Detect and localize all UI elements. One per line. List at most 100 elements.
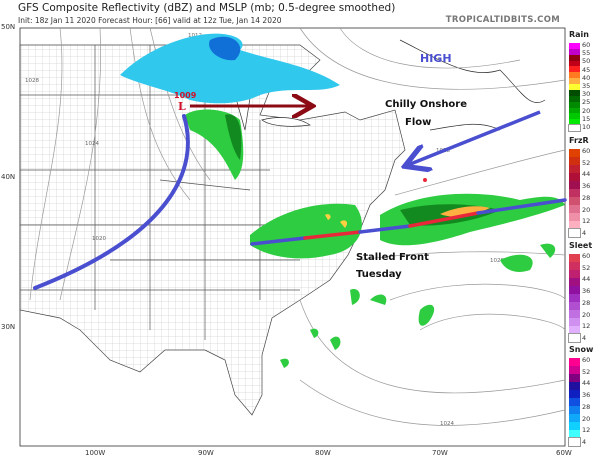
legend-tick-label: 52	[582, 263, 591, 272]
lon-label-80w: 80W	[315, 449, 331, 457]
legend-swatch	[569, 48, 580, 56]
legend-swatch	[569, 326, 580, 335]
lat-label-50n: 50N	[1, 23, 16, 31]
legend-swatch	[568, 124, 581, 133]
legend-swatch	[568, 227, 581, 239]
legend-tick-label: 4	[582, 229, 587, 237]
legend-swatch	[569, 422, 580, 431]
legend-tick-label: 52	[582, 367, 591, 376]
stalled-front-day: Tuesday	[356, 269, 402, 280]
legend-swatch	[569, 398, 580, 407]
low-pressure-value: 1009	[174, 91, 197, 100]
legend-tick-label: 4	[582, 438, 587, 446]
high-label: HIGH	[420, 52, 452, 65]
legend-tick-label: 44	[582, 170, 591, 179]
legend-swatch	[569, 78, 580, 85]
legend-tick-label: 12	[582, 322, 591, 331]
legend-tick-label: 60	[582, 41, 591, 49]
legend-tick-label: 60	[582, 147, 591, 155]
legend-swatch	[569, 213, 580, 222]
legend-swatch	[569, 374, 580, 383]
legend-swatch	[569, 107, 580, 114]
legend-swatch	[569, 113, 580, 120]
lon-label-90w: 90W	[198, 449, 214, 457]
map-title: GFS Composite Reflectivity (dBZ) and MSL…	[18, 2, 396, 14]
legend-swatch	[569, 173, 580, 182]
legend-tick-label: 28	[582, 402, 591, 411]
legend-swatch	[569, 262, 580, 271]
legend-swatch	[569, 205, 580, 214]
legend-tick-label: 40	[582, 73, 591, 82]
legend-tick-label: 45	[582, 65, 591, 74]
point-marker	[423, 178, 427, 182]
isobar-label: 1024	[85, 141, 99, 147]
lon-label-60w: 60W	[556, 449, 572, 457]
snow-precip	[120, 33, 340, 104]
low-symbol: L	[178, 100, 186, 113]
legend-tick-label: 36	[582, 287, 591, 296]
legend-swatch	[569, 181, 580, 190]
legend-swatch	[569, 366, 580, 375]
legend-swatch	[569, 318, 580, 327]
legend-tick-label: 36	[582, 182, 591, 191]
legend-tick-label: 36	[582, 391, 591, 400]
canada-coast	[399, 39, 546, 131]
legend-swatch	[569, 254, 580, 263]
legend-swatch	[568, 332, 581, 344]
onshore-flow-arrow	[408, 110, 541, 165]
isobar-label: 1028	[25, 78, 39, 84]
legend-swatch	[569, 390, 580, 399]
legend-swatch	[569, 221, 580, 230]
legend-tick-label: 28	[582, 298, 591, 307]
legend-tick-label: 44	[582, 275, 591, 284]
state-lines	[20, 45, 330, 340]
legend-tick-label: 10	[582, 123, 591, 131]
isobar-label: 1024	[440, 421, 454, 427]
legend-swatch	[569, 197, 580, 206]
legend-swatch	[569, 286, 580, 295]
legend-swatch	[569, 294, 580, 303]
legend-title-snow: Snow	[569, 345, 594, 354]
legend-tick-label: 20	[582, 310, 591, 319]
legend-tick-label: 60	[582, 252, 591, 260]
legend-swatch	[569, 430, 580, 439]
us-land	[19, 44, 406, 416]
stalled-front-label: Stalled Front	[356, 252, 429, 263]
legend-swatch	[569, 382, 580, 391]
legend-tick-label: 60	[582, 356, 591, 364]
legend-tick-label: 28	[582, 193, 591, 202]
legend-swatch	[569, 149, 580, 158]
legend-swatch	[569, 406, 580, 415]
legend-tick-label: 4	[582, 334, 587, 342]
legend-tick-label: 44	[582, 379, 591, 388]
lat-label-40n: 40N	[1, 173, 16, 181]
chilly-flow-label: Flow	[405, 117, 431, 128]
cold-air-arc	[33, 114, 190, 290]
isobar-label: 1028	[490, 258, 504, 264]
legend-swatch	[569, 278, 580, 287]
isobar-label: 1020	[92, 236, 106, 242]
legend-swatch	[569, 101, 580, 108]
legend-tick-label: 52	[582, 158, 591, 167]
legend-swatch	[569, 157, 580, 166]
legend-tick-label: 50	[582, 57, 591, 66]
legend-tick-label: 35	[582, 82, 591, 90]
legend-tick-label: 20	[582, 205, 591, 214]
legend-swatch	[569, 43, 580, 50]
map-subtitle: Init: 18z Jan 11 2020 Forecast Hour: [66…	[18, 16, 282, 25]
legend-title-rain: Rain	[569, 30, 589, 39]
chilly-onshore-label: Chilly Onshore	[385, 99, 467, 110]
legend-swatch	[569, 165, 580, 174]
legend-tick-label: 25	[582, 98, 591, 107]
legend-swatch	[569, 189, 580, 198]
legend-tick-label: 30	[582, 90, 591, 99]
legend-swatch	[569, 119, 580, 126]
legend-swatch	[569, 60, 580, 67]
lat-label-30n: 30N	[1, 323, 16, 331]
lon-label-100w: 100W	[85, 449, 106, 457]
legend-title-sleet: Sleet	[569, 241, 593, 250]
legend-tick-label: 55	[582, 49, 591, 58]
legend-tick-label: 15	[582, 114, 591, 123]
legend-swatch	[569, 270, 580, 279]
